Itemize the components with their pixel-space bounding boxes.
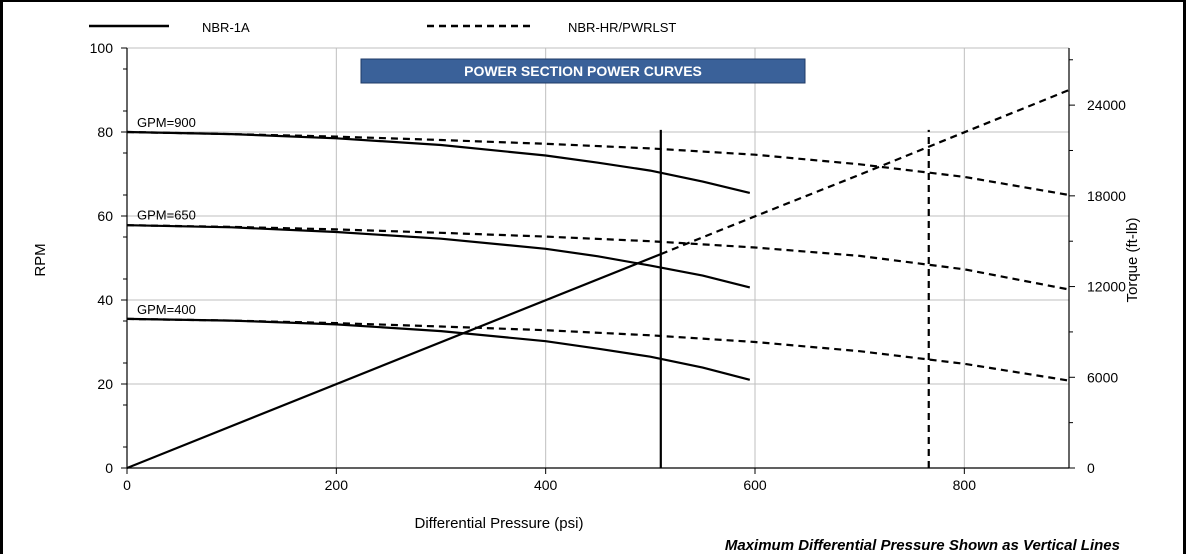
chart-title: POWER SECTION POWER CURVES (464, 63, 702, 79)
flow-label: GPM=900 (137, 115, 196, 130)
legend-label-solid: NBR-1A (202, 20, 250, 35)
series-lines (126, 88, 1070, 470)
y-tick-label: 100 (90, 40, 114, 56)
y-tick-label: 40 (97, 292, 113, 308)
title-box (360, 58, 806, 84)
flow-label: GPM=650 (137, 207, 196, 222)
flow-label: GPM=400 (137, 302, 196, 317)
flow-labels: GPM=900 GPM=650 GPM=400 (137, 115, 196, 317)
title-banner: POWER SECTION POWER CURVES (360, 58, 806, 84)
y-tick-label: 20 (97, 376, 113, 392)
dashed-gpm-900-line (126, 130, 1070, 197)
gridlines (126, 47, 1070, 469)
y-axis-label: RPM (32, 243, 49, 276)
dashed-gpm-400-line (126, 317, 1070, 382)
footnote: Maximum Differential Pressure Shown as V… (725, 537, 1120, 554)
y-tick-label: 0 (105, 460, 113, 476)
y2-tick-label: 18000 (1087, 188, 1126, 204)
dashed-torque-line (660, 88, 1070, 256)
x-axis-label: Differential Pressure (psi) (415, 515, 584, 532)
max-pressure-lines (659, 129, 930, 468)
dashed-gpm-650-line (126, 224, 1070, 291)
y2-axis-label: Torque (ft-lb) (1124, 217, 1141, 302)
y2-tick-label: 6000 (1087, 369, 1118, 385)
solid-gpm-900-line (126, 130, 751, 194)
y-axis-ticks: 0 20 40 60 80 100 (90, 40, 127, 476)
y2-tick-label: 0 (1087, 460, 1095, 476)
y2-tick-label: 24000 (1087, 97, 1126, 113)
solid-torque-line (126, 253, 662, 470)
x-tick-label: 600 (743, 477, 767, 493)
y2-tick-label: 12000 (1087, 279, 1126, 295)
x-tick-label: 800 (953, 477, 977, 493)
legend-label-dashed: NBR-HR/PWRLST (568, 20, 676, 35)
y-tick-label: 60 (97, 208, 113, 224)
y-tick-label: 80 (97, 124, 113, 140)
x-axis-ticks: 0 200 400 600 800 (123, 468, 976, 493)
solid-gpm-650-line (126, 224, 751, 289)
y2-axis-ticks: 0 6000 12000 18000 24000 (1069, 59, 1126, 476)
solid-gpm-400-line (126, 317, 751, 381)
x-tick-label: 200 (325, 477, 349, 493)
power-curve-chart: NBR-1A NBR-HR/PWRLST 0 200 400 600 800 02040… (32, 20, 1141, 554)
legend: NBR-1A NBR-HR/PWRLST (89, 20, 676, 35)
x-tick-label: 400 (534, 477, 558, 493)
x-tick-label: 0 (123, 477, 131, 493)
